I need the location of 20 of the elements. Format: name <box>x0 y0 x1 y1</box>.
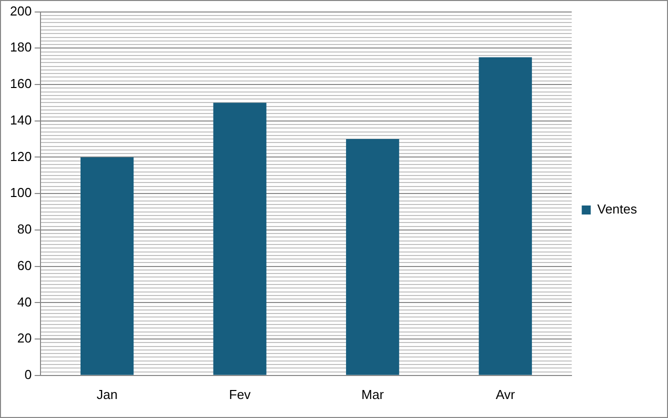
y-tick-label: 140 <box>10 112 32 128</box>
bar <box>213 102 266 375</box>
x-tick-label: Fev <box>229 386 252 402</box>
y-tick-label: 180 <box>10 40 32 55</box>
x-tick-label: Jan <box>96 386 118 402</box>
bar <box>478 57 532 375</box>
y-tick-label: 100 <box>10 185 32 200</box>
y-tick-label: 0 <box>24 366 32 382</box>
y-tick-label: 20 <box>17 330 32 346</box>
x-tick-label: Avr <box>496 386 516 402</box>
bar <box>346 139 400 375</box>
y-tick-label: 60 <box>17 258 32 273</box>
y-tick-label: 80 <box>17 222 32 237</box>
y-tick-label: 40 <box>17 294 32 310</box>
y-tick-label: 120 <box>10 148 32 164</box>
bar <box>80 157 134 375</box>
legend-label: Ventes <box>597 202 638 217</box>
x-tick-label: Mar <box>361 386 384 402</box>
y-tick-label: 160 <box>10 76 32 92</box>
y-tick-label: 200 <box>10 3 32 18</box>
